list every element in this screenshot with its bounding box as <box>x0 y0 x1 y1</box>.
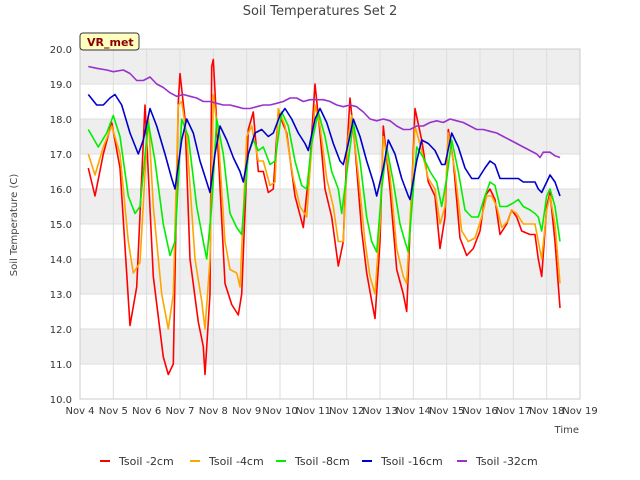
legend-label-tsoil-16cm: Tsoil -16cm <box>380 455 443 468</box>
x-tick-label: Nov 10 <box>262 406 297 417</box>
y-tick-label: 10.0 <box>50 395 72 406</box>
x-tick-label: Nov 5 <box>99 406 128 417</box>
x-tick-label: Nov 14 <box>396 406 431 417</box>
x-tick-label: Nov 12 <box>329 406 364 417</box>
chart-title: Soil Temperatures Set 2 <box>243 4 398 19</box>
plot-band <box>80 329 580 364</box>
plot-band <box>80 259 580 294</box>
x-tick-label: Nov 19 <box>562 406 597 417</box>
grid-lines <box>79 48 581 400</box>
y-tick-label: 12.0 <box>50 325 72 336</box>
series-line-tsoil-8cm <box>87 111 561 260</box>
y-tick-label: 14.0 <box>50 255 72 266</box>
station-badge-label: VR_met <box>87 36 134 49</box>
y-tick-labels: 10.0 11.0 12.0 13.0 14.0 15.0 16.0 17.0 18.0 19.0… <box>50 45 72 406</box>
y-tick-label: 19.0 <box>50 80 72 91</box>
legend-label-tsoil-2cm: Tsoil -2cm <box>118 455 174 468</box>
y-tick-label: 18.0 <box>50 115 72 126</box>
x-tick-label: Nov 11 <box>296 406 331 417</box>
x-tick-label: Nov 6 <box>132 406 161 417</box>
y-tick-label: 13.0 <box>50 290 72 301</box>
y-axis-label: Soil Temperature (C) <box>9 174 20 277</box>
station-badge: VR_met <box>79 32 140 51</box>
legend-label-tsoil-8cm: Tsoil -8cm <box>294 455 350 468</box>
x-tick-label: Nov 13 <box>362 406 397 417</box>
series-lines <box>87 58 561 376</box>
plot-band <box>80 49 580 84</box>
series-line-tsoil-32cm <box>88 65 561 159</box>
legend-label-tsoil-4cm: Tsoil -4cm <box>208 455 264 468</box>
legend-label-tsoil-32cm: Tsoil -32cm <box>475 455 538 468</box>
x-tick-label: Nov 15 <box>429 406 464 417</box>
plot-border <box>79 48 581 400</box>
legend: Tsoil -2cm Tsoil -4cm Tsoil -8cm Tsoil -16c… <box>100 455 538 468</box>
y-tick-label: 20.0 <box>50 45 72 56</box>
series-line-tsoil-16cm <box>87 93 561 201</box>
x-axis-label: Time <box>554 425 579 436</box>
series-line-tsoil-4cm <box>87 93 561 330</box>
y-tick-label: 11.0 <box>50 360 72 371</box>
y-tick-label: 17.0 <box>50 150 72 161</box>
x-tick-labels: Nov 4 Nov 5 Nov 6 Nov 7 Nov 8 Nov 9 Nov 10Nov … <box>65 406 597 417</box>
x-tick-label: Nov 4 <box>65 406 94 417</box>
x-tick-label: Nov 9 <box>232 406 261 417</box>
x-tick-label: Nov 18 <box>529 406 564 417</box>
y-tick-label: 15.0 <box>50 220 72 231</box>
x-tick-label: Nov 16 <box>462 406 497 417</box>
x-tick-label: Nov 7 <box>165 406 194 417</box>
y-tick-label: 16.0 <box>50 185 72 196</box>
x-tick-label: Nov 8 <box>199 406 228 417</box>
x-tick-label: Nov 17 <box>496 406 531 417</box>
